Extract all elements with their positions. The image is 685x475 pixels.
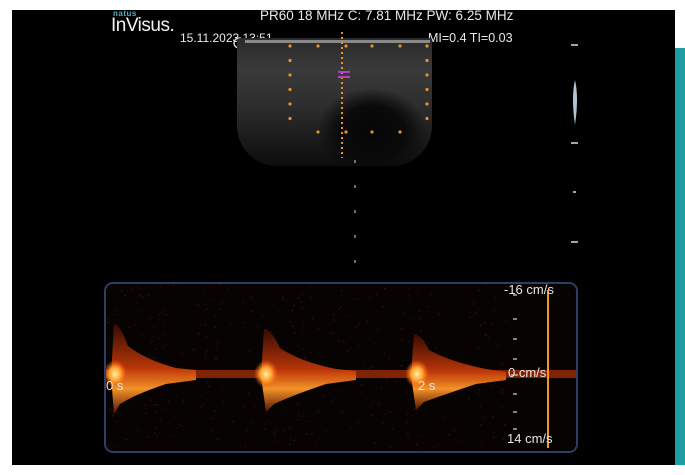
brand-small-logo: natus xyxy=(113,10,137,18)
depth-scale xyxy=(571,44,578,243)
velocity-scale-bar xyxy=(547,290,549,448)
probe-params: PR60 18 MHz C: 7.81 MHz PW: 6.25 MHz xyxy=(260,10,514,23)
focal-zone-marker xyxy=(573,80,577,125)
mi-ti-readout: MI=0.4 TI=0.03 xyxy=(428,31,513,45)
velocity-baseline-label: 0 cm/s xyxy=(508,365,547,380)
doppler-spectrum[interactable] xyxy=(104,282,578,453)
focus-bar xyxy=(245,40,430,43)
velocity-top-label: -16 cm/s xyxy=(504,282,554,297)
b-mode-image xyxy=(237,38,432,166)
brand-logo: InVisus. xyxy=(111,15,175,36)
velocity-bottom-label: 14 cm/s xyxy=(507,431,553,446)
doppler-box xyxy=(288,44,429,134)
spectrum-waveform xyxy=(106,284,576,451)
time-mark-label: 2 s xyxy=(418,378,436,393)
teal-frame-edge xyxy=(675,48,685,465)
b-mode-overlay xyxy=(245,32,430,290)
time-start-label: 0 s xyxy=(106,378,124,393)
